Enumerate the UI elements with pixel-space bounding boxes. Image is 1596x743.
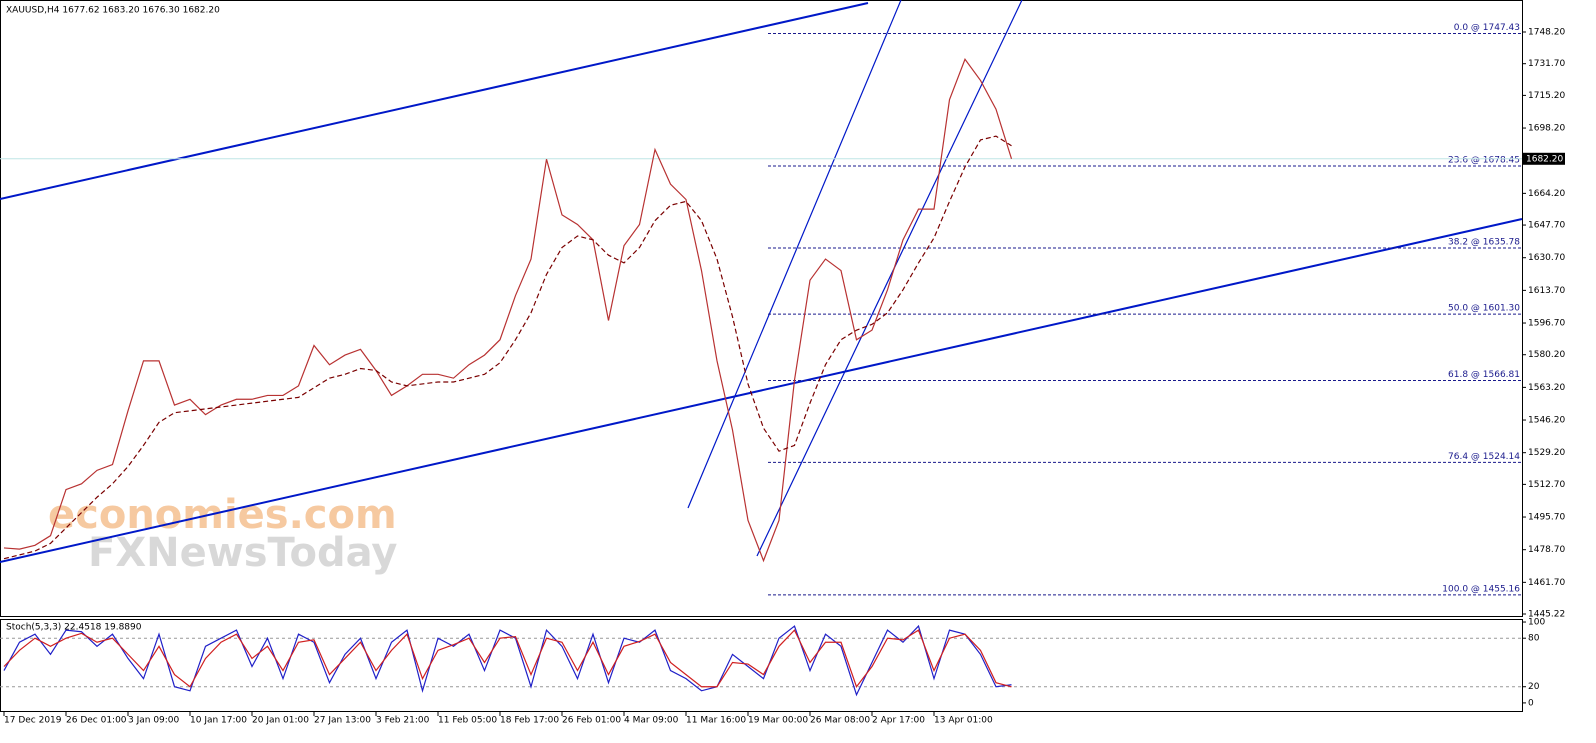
y-tick-label: 1731.70 — [1528, 59, 1565, 69]
chart-title: XAUUSD,H4 1677.62 1683.20 1676.30 1682.2… — [6, 6, 220, 16]
watermark: FXNewsToday — [88, 530, 397, 576]
x-tick-label: 18 Feb 17:00 — [500, 716, 559, 726]
y-tick-label: 1613.70 — [1528, 286, 1565, 296]
x-tick-label: 3 Feb 21:00 — [376, 716, 430, 726]
y-tick-label: 0 — [1528, 698, 1534, 708]
y-tick-label: 1512.70 — [1528, 480, 1565, 490]
x-tick-label: 26 Dec 01:00 — [66, 716, 127, 726]
x-tick-label: 11 Mar 16:00 — [686, 716, 746, 726]
y-tick-label: 20 — [1528, 682, 1540, 692]
main-panel — [0, 0, 1523, 617]
series-line — [3, 629, 1012, 688]
y-tick-label: 1563.20 — [1528, 383, 1565, 393]
y-tick-label: 1546.20 — [1528, 416, 1565, 426]
y-tick-label: 1715.20 — [1528, 91, 1565, 101]
watermark: economies.com — [48, 492, 397, 538]
y-tick-label: 1664.20 — [1528, 189, 1565, 199]
fib-label: 23.6 @ 1678.45 — [1448, 155, 1520, 165]
x-tick-label: 2 Apr 17:00 — [872, 716, 925, 726]
x-tick-label: 10 Jan 17:00 — [190, 716, 247, 726]
y-tick-label: 1445.22 — [1528, 610, 1565, 620]
x-tick-label: 17 Dec 2019 — [4, 716, 62, 726]
y-tick-label: 1461.70 — [1528, 578, 1565, 588]
x-tick-label: 3 Jan 09:00 — [128, 716, 180, 726]
fib-label: 61.8 @ 1566.81 — [1448, 370, 1520, 380]
y-tick-label: 1596.70 — [1528, 319, 1565, 329]
y-tick-label: 1580.20 — [1528, 350, 1565, 360]
y-tick-label: 1748.20 — [1528, 28, 1565, 38]
x-tick-label: 27 Jan 13:00 — [314, 716, 371, 726]
x-tick-label: 13 Apr 01:00 — [934, 716, 993, 726]
last-price-box — [1523, 152, 1565, 165]
last-price-label: 1682.20 — [1526, 154, 1563, 164]
series-line — [3, 135, 1012, 560]
x-tick-label: 20 Jan 01:00 — [252, 716, 309, 726]
series-line — [3, 58, 1013, 563]
y-tick-label: 1529.20 — [1528, 448, 1565, 458]
fib-label: 0.0 @ 1747.43 — [1454, 23, 1520, 33]
y-tick-label: 1478.70 — [1528, 545, 1565, 555]
series-line — [3, 624, 1012, 697]
fib-label: 50.0 @ 1601.30 — [1448, 304, 1520, 314]
x-tick-label: 19 Mar 00:00 — [748, 716, 808, 726]
channel-line — [0, 2, 869, 200]
x-tick-label: 11 Feb 05:00 — [438, 716, 497, 726]
y-tick-label: 80 — [1528, 634, 1540, 644]
fib-label: 38.2 @ 1635.78 — [1448, 237, 1520, 247]
fib-label: 76.4 @ 1524.14 — [1448, 452, 1520, 462]
x-tick-label: 26 Mar 08:00 — [810, 716, 870, 726]
fib-label: 100.0 @ 1455.16 — [1442, 584, 1520, 594]
y-tick-label: 1647.70 — [1528, 221, 1565, 231]
steep-channel — [687, 0, 1023, 557]
stoch-title: Stoch(5,3,3) 22.4518 19.8890 — [6, 623, 142, 633]
trend-channel — [0, 2, 1523, 563]
y-tick-label: 100 — [1528, 618, 1545, 628]
stoch-panel — [0, 619, 1523, 712]
y-tick-label: 1698.20 — [1528, 124, 1565, 134]
x-tick-label: 4 Mar 09:00 — [624, 716, 679, 726]
channel-line — [687, 0, 902, 509]
channel-line — [756, 0, 1023, 557]
y-tick-label: 1495.70 — [1528, 513, 1565, 523]
x-tick-label: 26 Feb 01:00 — [562, 716, 621, 726]
y-tick-label: 1630.70 — [1528, 253, 1565, 263]
channel-line — [0, 218, 1523, 563]
